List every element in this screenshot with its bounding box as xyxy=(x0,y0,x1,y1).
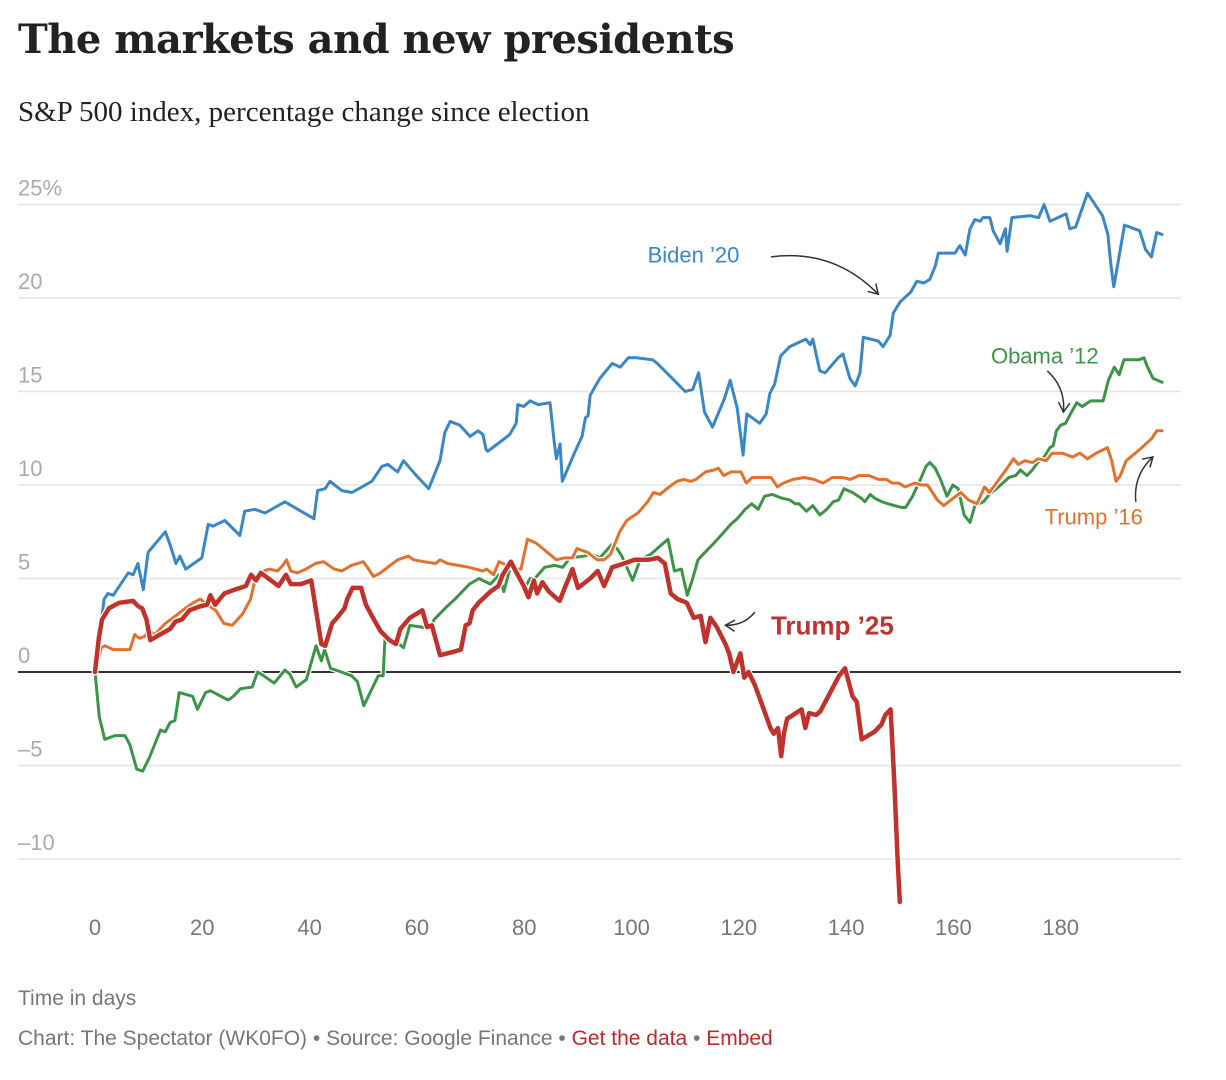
embed-link[interactable]: Embed xyxy=(706,1027,773,1050)
y-tick-label: 25% xyxy=(18,176,62,201)
series-line-obama-12 xyxy=(93,356,1164,773)
chart-subtitle: S&P 500 index, percentage change since e… xyxy=(18,96,590,128)
annotation-arrow xyxy=(1134,456,1154,502)
get-data-link[interactable]: Get the data xyxy=(571,1027,688,1050)
line-chart: 25% 20 15 10 5 0 –5 –10 0 20 40 60 80 100 120 140 160 180… xyxy=(18,176,1181,940)
annotation-arrow xyxy=(770,254,879,295)
x-tick-label: 100 xyxy=(613,915,650,940)
x-tick-label: 140 xyxy=(828,915,865,940)
arrowhead xyxy=(1057,401,1071,414)
x-tick-label: 40 xyxy=(297,915,321,940)
x-tick-label: 120 xyxy=(720,915,757,940)
annotation-arrow xyxy=(1046,370,1065,413)
credit-text: Chart: The Spectator (WK0FO) xyxy=(18,1027,308,1050)
y-tick-label: –10 xyxy=(18,830,55,855)
chart-title: The markets and new presidents xyxy=(18,16,735,63)
x-tick-label: 180 xyxy=(1042,915,1079,940)
y-tick-label: 20 xyxy=(18,269,42,294)
source-text: Source: Google Finance xyxy=(326,1027,553,1050)
y-tick-label: 15 xyxy=(18,363,42,388)
x-tick-label: 60 xyxy=(405,915,429,940)
series-label: Trump ’16 xyxy=(1045,504,1143,529)
separator: • xyxy=(552,1027,572,1050)
x-tick-label: 80 xyxy=(512,915,536,940)
y-tick-label: 10 xyxy=(18,456,42,481)
y-tick-label: 0 xyxy=(18,643,30,668)
series-label: Trump ’25 xyxy=(771,611,894,641)
series-label: Biden ’20 xyxy=(648,242,740,267)
x-tick-label: 20 xyxy=(190,915,214,940)
series-line-biden-20 xyxy=(93,191,1164,674)
separator: • xyxy=(307,1027,327,1050)
series-halo xyxy=(92,428,1165,675)
chart-footer: Chart: The Spectator (WK0FO) • Source: G… xyxy=(18,1027,773,1051)
y-tick-label: –5 xyxy=(18,737,42,762)
series-line-trump-25 xyxy=(92,555,903,905)
arrowhead xyxy=(1142,455,1155,468)
annotation-arrow xyxy=(725,611,756,627)
arrowhead xyxy=(723,619,736,632)
y-tick-label: 5 xyxy=(18,550,30,575)
x-axis-label: Time in days xyxy=(18,987,137,1010)
x-tick-label: 160 xyxy=(935,915,972,940)
series-label: Obama ’12 xyxy=(991,343,1099,368)
series-line-trump-16 xyxy=(93,429,1164,674)
arrowhead xyxy=(867,283,880,296)
x-tick-label: 0 xyxy=(89,915,101,940)
series-halo xyxy=(92,190,1165,675)
separator: • xyxy=(687,1027,707,1050)
